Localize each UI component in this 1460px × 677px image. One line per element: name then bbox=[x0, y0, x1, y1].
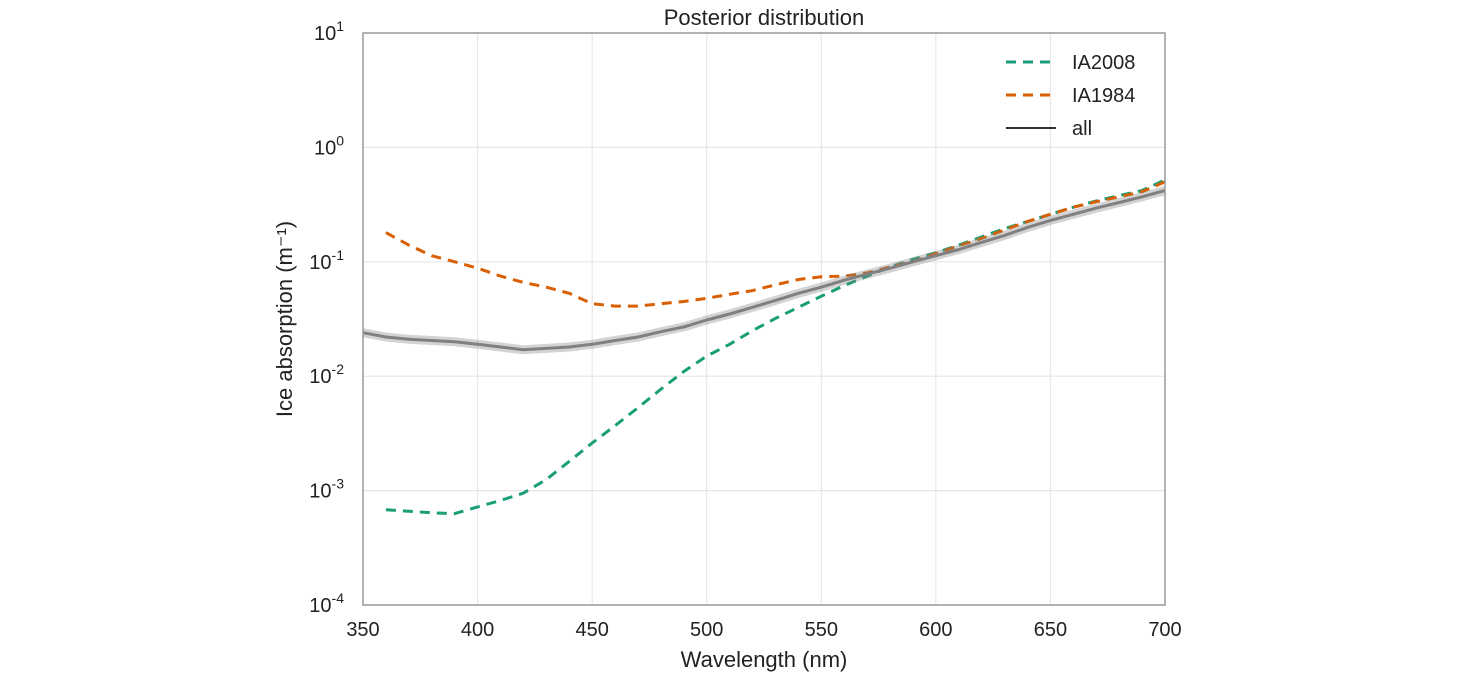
x-tick-label: 650 bbox=[1034, 619, 1067, 641]
legend: IA2008 IA1984 all bbox=[1006, 52, 1135, 140]
x-tick-label: 550 bbox=[805, 619, 838, 641]
plot-frame bbox=[362, 32, 1166, 606]
series-line-ia2008 bbox=[385, 178, 1166, 516]
x-tick-label: 600 bbox=[919, 619, 952, 641]
y-tick-label: 10-3 bbox=[309, 476, 344, 503]
legend-label-all: all bbox=[1072, 118, 1092, 140]
y-tick-label: 100 bbox=[314, 132, 344, 159]
legend-label-ia1984: IA1984 bbox=[1072, 85, 1135, 107]
tick-layer: 350 400 450 500 550 600 650 700 101 100 10-1 10-2 10… bbox=[309, 18, 1181, 641]
y-tick-label: 10-4 bbox=[309, 590, 344, 617]
x-axis-label: Wavelength (nm) bbox=[681, 647, 848, 672]
chart-title: Posterior distribution bbox=[664, 5, 865, 30]
series-line-all bbox=[362, 189, 1166, 352]
y-tick-label: 10-2 bbox=[309, 361, 344, 388]
x-tick-label: 700 bbox=[1148, 619, 1181, 641]
y-tick-label: 10-1 bbox=[309, 247, 344, 274]
x-tick-label: 350 bbox=[346, 619, 379, 641]
x-tick-label: 400 bbox=[461, 619, 494, 641]
x-tick-label: 500 bbox=[690, 619, 723, 641]
series-line-ia1984 bbox=[385, 180, 1166, 308]
series-layer bbox=[362, 178, 1167, 516]
grid-layer bbox=[362, 32, 1166, 606]
y-tick-label: 101 bbox=[314, 18, 344, 45]
legend-label-ia2008: IA2008 bbox=[1072, 52, 1135, 74]
y-axis-label: Ice absorption (m⁻¹) bbox=[272, 221, 297, 417]
x-tick-label: 450 bbox=[575, 619, 608, 641]
